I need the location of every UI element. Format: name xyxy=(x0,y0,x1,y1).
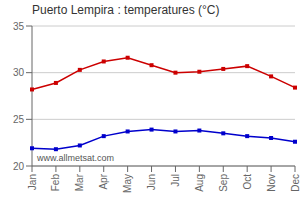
svg-text:Mar: Mar xyxy=(74,173,85,191)
svg-text:Jul: Jul xyxy=(170,174,181,187)
svg-text:Jun: Jun xyxy=(146,174,157,190)
svg-text:Dec: Dec xyxy=(290,174,298,192)
svg-text:35: 35 xyxy=(13,21,25,32)
svg-text:Oct: Oct xyxy=(242,174,253,190)
svg-text:Feb: Feb xyxy=(50,174,61,192)
svg-text:25: 25 xyxy=(13,114,25,125)
svg-text:Apr: Apr xyxy=(98,173,109,189)
html-text:www.allmetsat.com: www.allmetsat.com xyxy=(37,153,114,163)
svg-text:May: May xyxy=(122,174,133,193)
svg-text:Sep: Sep xyxy=(218,174,229,192)
svg-text:20: 20 xyxy=(13,161,25,172)
svg-text:Aug: Aug xyxy=(194,174,205,192)
svg-text:Nov: Nov xyxy=(266,174,277,192)
html-text:Puerto Lempira : temperatures: Puerto Lempira : temperatures (°C) xyxy=(32,3,220,17)
svg-text:Jan: Jan xyxy=(27,174,38,190)
svg-text:30: 30 xyxy=(13,67,25,78)
